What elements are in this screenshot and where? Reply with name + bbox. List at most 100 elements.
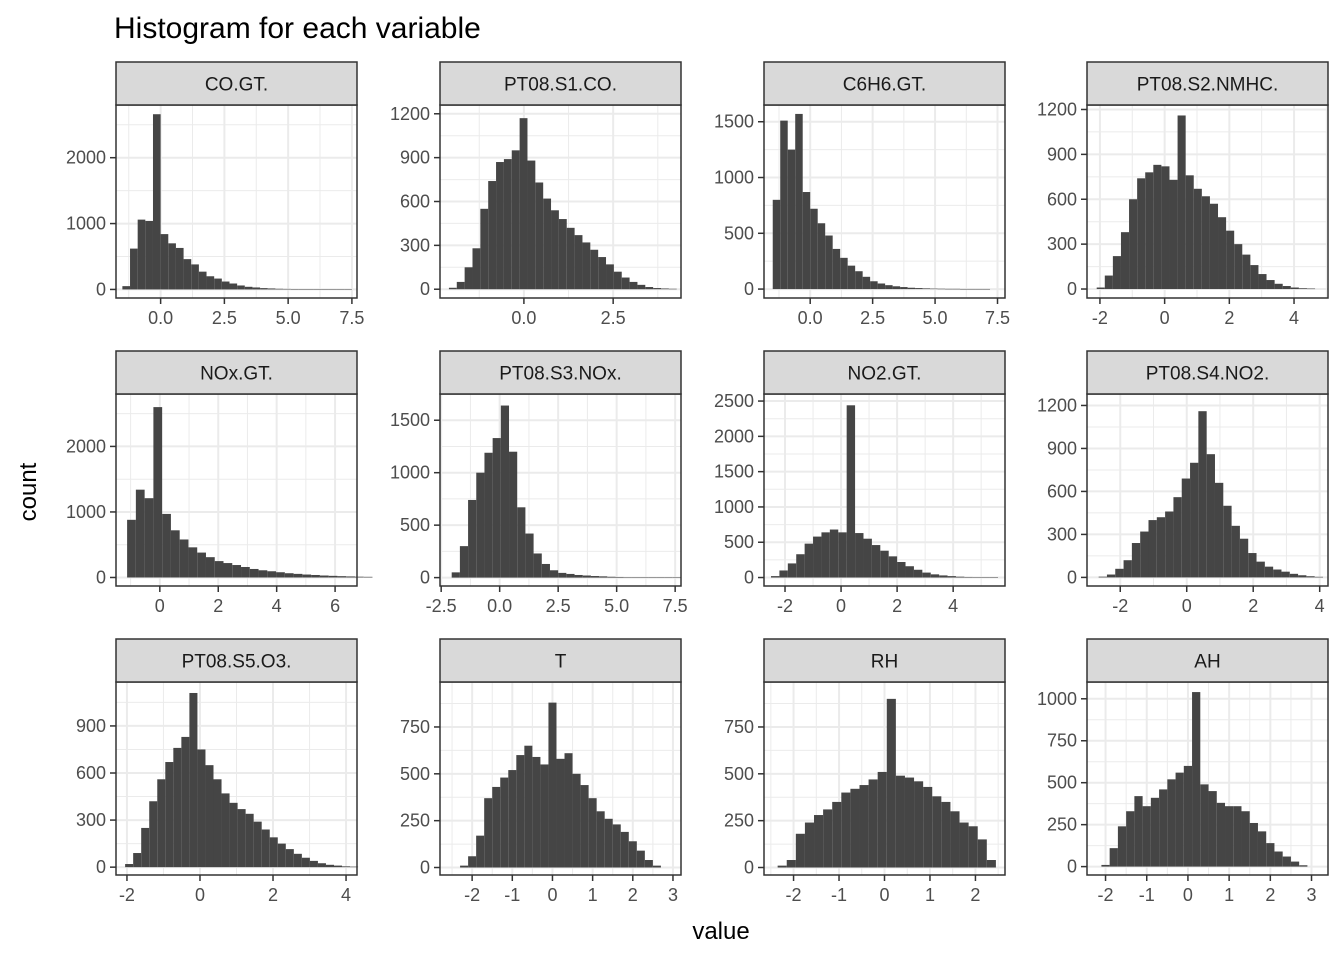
facet-strip xyxy=(439,61,682,106)
y-axis-ticks: 0 250 500 750 xyxy=(724,717,764,878)
histogram-bar xyxy=(258,570,268,578)
histogram-bar xyxy=(596,811,605,868)
histogram-bar xyxy=(877,771,887,868)
histogram-bar xyxy=(188,547,198,578)
facet-panel-PT08.S2.NMHC.: PT08.S2.NMHC. -2 0 2 4 0 300 600 900 1200 xyxy=(1037,61,1329,328)
facet-strip-label: CO.GT. xyxy=(205,75,268,96)
histogram-bar xyxy=(787,149,796,290)
histogram-bar xyxy=(612,824,621,868)
x-tick-label: 2 xyxy=(1224,308,1234,328)
histogram-bar xyxy=(1101,864,1110,867)
histogram-bar xyxy=(127,519,136,578)
x-axis-ticks: -2 0 2 4 xyxy=(1092,298,1299,328)
x-tick-label: -2 xyxy=(1112,596,1128,616)
histogram-bars xyxy=(460,702,661,868)
x-axis-ticks: -2 0 2 4 xyxy=(119,875,351,905)
histogram-bar xyxy=(232,565,242,578)
histogram-bar xyxy=(130,248,138,290)
histogram-bar xyxy=(1306,288,1316,290)
facet-strip-label: AH xyxy=(1194,652,1220,673)
y-tick-label: 600 xyxy=(1047,481,1077,501)
facet-panel-NOx.GT.: NOx.GT. 0 2 4 6 0 1000 2000 xyxy=(66,350,373,616)
histogram-bar xyxy=(1290,861,1300,867)
histogram-bar xyxy=(488,181,497,290)
histogram-bar xyxy=(574,574,583,578)
facet-strip-label: PT08.S3.NOx. xyxy=(499,364,622,385)
histogram-bar xyxy=(198,271,207,290)
histogram-bars xyxy=(125,692,359,868)
x-tick-label: 2 xyxy=(268,885,278,905)
histogram-bar xyxy=(1214,482,1224,578)
histogram-bar xyxy=(214,561,224,578)
histogram-bar xyxy=(165,762,174,868)
histogram-bar xyxy=(1242,254,1251,290)
y-tick-label: 500 xyxy=(400,764,430,784)
histogram-bar xyxy=(511,150,520,290)
histogram-bar xyxy=(868,779,878,868)
y-axis-ticks: 0 300 600 900 xyxy=(76,716,116,877)
histogram-bar xyxy=(855,533,864,578)
histogram-bar xyxy=(582,575,591,578)
histogram-bar xyxy=(509,451,518,578)
facet-panel-RH: RH -2 -1 0 1 2 0 250 500 750 xyxy=(724,638,1006,905)
histogram-bar xyxy=(780,120,788,290)
histogram-bar xyxy=(149,801,158,868)
histogram-bar xyxy=(336,289,345,290)
histogram-bar xyxy=(1306,576,1315,578)
histogram-bar xyxy=(337,576,347,578)
histogram-bar xyxy=(672,577,681,579)
facet-strip-label: PT08.S1.CO. xyxy=(504,75,617,96)
facet-strip-label: PT08.S2.NMHC. xyxy=(1137,75,1278,96)
histogram-bar xyxy=(277,843,286,868)
histogram-bar xyxy=(937,288,946,290)
histogram-bar xyxy=(245,813,254,868)
histogram-bar xyxy=(525,533,534,578)
histogram-bar xyxy=(615,576,624,578)
histogram-bar xyxy=(1209,203,1219,290)
y-tick-label: 2500 xyxy=(714,391,754,411)
histogram-bar xyxy=(863,538,872,578)
histogram-bar xyxy=(237,285,245,290)
histogram-bar xyxy=(588,798,597,868)
histogram-bar xyxy=(823,809,833,868)
y-tick-label: 250 xyxy=(1047,815,1077,835)
y-tick-label: 0 xyxy=(96,857,106,877)
grid-lines xyxy=(764,394,1005,586)
x-tick-label: 0 xyxy=(547,885,557,905)
histogram-bar xyxy=(580,785,589,868)
x-tick-label: 0 xyxy=(879,885,889,905)
histogram-bar xyxy=(838,532,847,578)
histogram-bar xyxy=(1185,175,1194,290)
histogram-bar xyxy=(468,856,477,868)
histogram-bar xyxy=(476,472,485,578)
histogram-bar xyxy=(290,289,299,290)
histogram-bar xyxy=(915,288,923,290)
histogram-bar xyxy=(648,577,657,578)
histogram-bar xyxy=(325,864,334,868)
histogram-bar xyxy=(197,749,206,868)
histogram-bar xyxy=(631,577,641,578)
histogram-bar xyxy=(932,796,942,868)
histogram-bar xyxy=(964,576,973,578)
y-axis-ticks: 0 1000 2000 xyxy=(66,436,116,587)
histogram-bar xyxy=(301,857,310,868)
histogram-bar xyxy=(989,577,998,578)
histogram-bar xyxy=(305,289,314,290)
histogram-bar xyxy=(451,572,460,578)
histogram-bar xyxy=(1274,851,1283,867)
histogram-bar xyxy=(1190,462,1199,578)
y-tick-label: 1500 xyxy=(390,410,430,430)
x-tick-label: 6 xyxy=(330,596,340,616)
chart-title: Histogram for each variable xyxy=(114,12,481,45)
histogram-bar xyxy=(850,788,860,868)
histogram-bar xyxy=(500,777,509,868)
y-tick-label: 1500 xyxy=(714,112,754,132)
histogram-bar xyxy=(456,281,465,290)
histogram-bar xyxy=(1249,822,1258,867)
histogram-bar xyxy=(847,265,856,290)
x-tick-label: 0.0 xyxy=(487,596,512,616)
x-axis-ticks: -2 -1 0 1 2 xyxy=(786,875,980,905)
histogram-bar xyxy=(582,242,591,290)
histogram-bar xyxy=(1126,811,1135,867)
histogram-bar xyxy=(503,159,512,290)
